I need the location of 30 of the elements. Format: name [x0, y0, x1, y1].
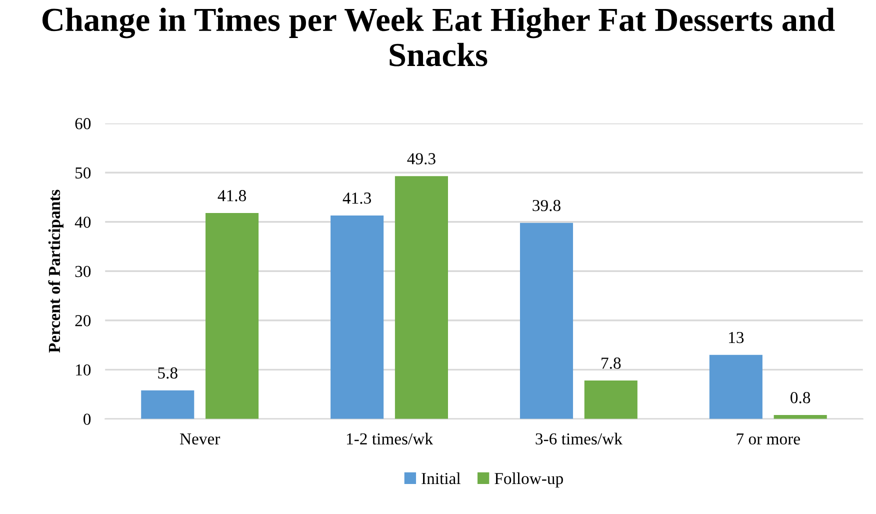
data-label: 41.3 [342, 192, 371, 204]
legend-label: Initial [422, 472, 460, 484]
y-tick-label: 30 [75, 266, 91, 278]
y-tick-label: 0 [84, 414, 91, 425]
y-tick-label: 20 [75, 315, 91, 326]
legend-label: Follow-up [494, 472, 563, 488]
data-label: 0.8 [790, 392, 810, 404]
y-tick-label: 60 [75, 118, 91, 130]
data-label: 49.3 [407, 153, 436, 164]
x-tick-label: 1-2 times/wk [346, 432, 434, 445]
chart-title: Change in Times per Week Eat Higher Fat Desserts and Snacks [42, 8, 835, 66]
y-tick-label: 50 [76, 167, 91, 179]
data-label: 5.8 [158, 367, 178, 379]
x-tick-label: 7 or more [736, 433, 800, 445]
y-tick-label: 10 [76, 364, 91, 376]
data-label: 39.8 [532, 200, 560, 212]
bar [709, 354, 762, 419]
y-tick-label: 40 [74, 216, 91, 228]
bar [584, 380, 638, 419]
bar [206, 213, 259, 419]
bar [520, 222, 574, 419]
bar [141, 390, 194, 419]
data-label: 7.8 [602, 358, 621, 369]
data-label: 13 [729, 332, 744, 344]
bar [394, 176, 448, 419]
y-axis-title: Percent of Participants [48, 190, 64, 353]
x-tick-label: Never [180, 433, 220, 445]
data-label: 41.8 [218, 190, 246, 202]
bar [330, 215, 384, 419]
x-tick-label: 3-6 times/wk [536, 432, 622, 445]
